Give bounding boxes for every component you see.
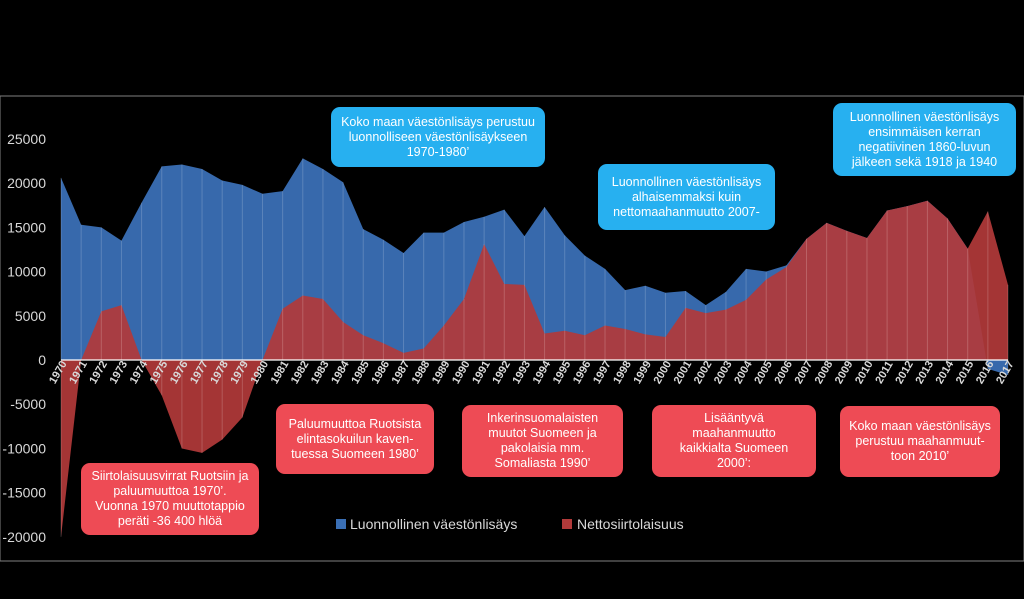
callout-1860-line3: negatiivinen 1860-luvun (858, 139, 991, 154)
callout-2000-line3: kaikkialta Suomeen (679, 441, 789, 455)
callout-1980-top-line1: Koko maan väestönlisäys perustuu (341, 114, 535, 129)
x-tick-label: 1985 (349, 359, 372, 386)
x-tick-label: 1989 (430, 359, 453, 386)
callout-1970-line4: peräti -36 400 hlöä (117, 514, 223, 528)
callout-1980-top: Koko maan väestönlisäys perustuu luonnol… (331, 107, 545, 167)
callout-1980-line3: tuessa Suomeen 1980’ (291, 446, 419, 461)
x-tick-label: 2016 (974, 359, 997, 386)
callout-2000-line4: 2000’: (716, 456, 752, 470)
callout-2007-line3: nettomaahanmuutto 2007- (613, 204, 760, 219)
x-tick-label: 2006 (772, 359, 795, 386)
y-tick-label: -5000 (10, 396, 46, 412)
y-tick-label: -20000 (2, 529, 46, 545)
x-tick-label: 1981 (269, 359, 292, 386)
callout-1990: Inkerinsuomalaisten muutot Suomeen ja pa… (462, 405, 623, 477)
callout-2010: Koko maan väestönlisäys perustuu maahanm… (840, 406, 1000, 477)
x-tick-label: 1998 (611, 359, 634, 386)
callout-2007: Luonnollinen väestönlisäys alhaisemmaksi… (598, 164, 775, 230)
x-tick-label: 1994 (531, 358, 554, 386)
callout-1980: Paluumuuttoa Ruotsista elintasokuilun ka… (276, 404, 434, 474)
callout-2000-line2: maahanmuutto (692, 426, 776, 440)
callout-2000: Lisääntyvä maahanmuutto kaikkialta Suome… (652, 405, 816, 477)
x-tick-label: 1992 (490, 359, 513, 386)
x-tick-label: 1987 (390, 359, 413, 386)
callout-1970-line2: paluumuuttoa 1970’. (113, 484, 227, 498)
x-tick-label: 1982 (289, 359, 312, 386)
callout-1980-top-line3: 1970-1980’ (406, 144, 470, 159)
legend-swatch-migration (562, 519, 572, 529)
x-tick-label: 1995 (551, 359, 574, 386)
x-tick-label: 1991 (470, 359, 493, 386)
callout-1860-line4: jälkeen sekä 1918 ja 1940 (851, 154, 998, 169)
x-tick-label: 1999 (631, 359, 654, 386)
y-tick-label: 20000 (7, 175, 46, 191)
x-tick-label: 2007 (793, 359, 816, 386)
legend: Luonnollinen väestönlisäys Nettosiirtola… (336, 516, 684, 532)
y-tick-label: 25000 (7, 131, 46, 147)
callout-2010-line3: toon 2010’ (890, 449, 950, 463)
callout-1860: Luonnollinen väestönlisäys ensimmäisen k… (833, 103, 1016, 176)
x-tick-label: 1997 (591, 359, 614, 386)
callout-1860-line2: ensimmäisen kerran (868, 124, 981, 139)
x-tick-label: 2002 (692, 359, 715, 386)
callout-2010-line2: perustuu maahanmuut- (855, 434, 985, 448)
x-tick-label: 1973 (108, 359, 131, 386)
y-tick-label: 5000 (15, 308, 46, 324)
x-tick-label: 2010 (853, 359, 876, 386)
callout-2000-line1: Lisääntyvä (704, 411, 764, 425)
callout-1970-line1: Siirtolaisuusvirrat Ruotsiin ja (91, 469, 249, 483)
x-tick-label: 1983 (309, 359, 332, 386)
legend-label-natural: Luonnollinen väestönlisäys (350, 516, 517, 532)
x-tick-label: 2005 (752, 359, 775, 386)
x-tick-label: 2012 (893, 359, 916, 386)
callout-1860-line1: Luonnollinen väestönlisäys (849, 109, 1000, 124)
callout-1980-line2: elintasokuilun kaven- (296, 431, 414, 446)
y-tick-label: 15000 (7, 219, 46, 235)
x-tick-label: 2000 (652, 359, 675, 386)
x-tick-label: 1996 (571, 359, 594, 386)
y-tick-label: -10000 (2, 440, 46, 456)
y-tick-label: -15000 (2, 485, 46, 501)
x-tick-label: 2014 (934, 358, 957, 386)
y-axis: 25000 20000 15000 10000 5000 0 -5000 -10000 -150… (2, 131, 46, 545)
y-tick-label: 0 (38, 352, 46, 368)
callout-2010-line1: Koko maan väestönlisäys (849, 419, 991, 433)
x-tick-label: 1988 (410, 359, 433, 386)
callout-1970-line3: Vuonna 1970 muuttotappio (95, 499, 245, 513)
areas-layer (60, 158, 1009, 537)
legend-swatch-natural (336, 519, 346, 529)
x-tick-label: 1984 (329, 358, 352, 386)
x-tick-label: 1990 (450, 359, 473, 386)
series-area-1 (61, 200, 1008, 537)
callout-1990-line2: muutot Suomeen ja (488, 426, 597, 440)
x-tick-label: 2001 (672, 359, 695, 386)
callout-1990-line4: Somaliasta 1990’ (494, 456, 591, 470)
x-tick-label: 2008 (813, 359, 836, 386)
callout-1980-line1: Paluumuuttoa Ruotsista (288, 416, 422, 431)
callout-1990-line3: pakolaisia mm. (500, 441, 585, 455)
x-tick-label: 1972 (87, 359, 110, 386)
callout-1980-top-line2: luonnolliseen väestönlisäykseen (348, 129, 528, 144)
callout-1970: Siirtolaisuusvirrat Ruotsiin ja paluumuu… (81, 463, 259, 535)
plot-frame (0, 95, 1024, 562)
y-tick-label: 10000 (7, 264, 46, 280)
x-tick-label: 1986 (369, 359, 392, 386)
x-tick-label: 2013 (913, 359, 936, 386)
x-tick-label: 2003 (712, 359, 735, 386)
callout-2007-line2: alhaisemmaksi kuin (631, 189, 742, 204)
callout-1990-line1: Inkerinsuomalaisten (486, 411, 599, 425)
x-tick-label: 2004 (732, 358, 755, 386)
x-tick-label: 1993 (511, 359, 534, 386)
x-tick-label: 2009 (833, 359, 856, 386)
callout-2007-line1: Luonnollinen väestönlisäys (611, 174, 762, 189)
x-tick-label: 2015 (954, 359, 977, 386)
legend-label-migration: Nettosiirtolaisuus (577, 516, 684, 532)
x-tick-label: 2011 (873, 359, 895, 386)
